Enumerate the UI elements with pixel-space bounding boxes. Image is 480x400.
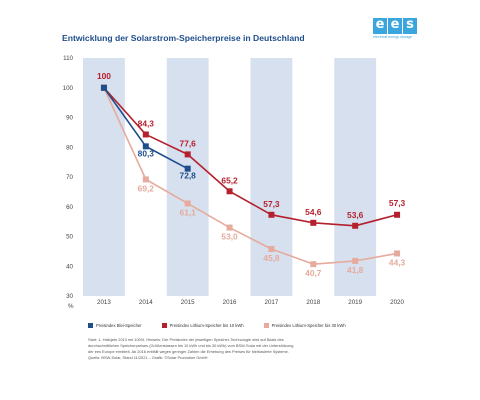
chart-title: Entwicklung der Solarstrom-Speicherpreis… xyxy=(62,33,305,43)
y-tick-label: 100 xyxy=(63,85,74,92)
data-label-li10: 57,3 xyxy=(263,199,280,209)
data-point-li10 xyxy=(184,151,191,158)
logo-letter-3: s xyxy=(403,18,417,34)
data-label-blei: 80,3 xyxy=(138,148,155,158)
data-point-li10 xyxy=(142,131,149,138)
data-point-li10 xyxy=(352,222,359,229)
x-tick-label: 2020 xyxy=(390,299,404,306)
data-label-blei: 72,8 xyxy=(180,171,197,181)
legend-label-li30: Preisindex Lithium-Speicher bis 30 kWh xyxy=(271,323,346,328)
data-label-li10: 65,2 xyxy=(221,175,238,185)
data-label-li30: 53,0 xyxy=(221,232,238,242)
data-label-li30: 41,8 xyxy=(347,265,364,275)
y-tick-label: 110 xyxy=(63,55,73,62)
logo-letter-2: e xyxy=(388,18,402,34)
x-tick-label: 2016 xyxy=(223,299,237,306)
data-point-li10 xyxy=(394,211,401,218)
chart-legend: Preisindex Blei-Speicher Preisindex Lith… xyxy=(88,323,346,328)
legend-swatch-li30 xyxy=(263,323,269,328)
y-tick-label: 80 xyxy=(66,144,73,151)
x-tick-label: 2014 xyxy=(139,299,153,306)
data-point-li30 xyxy=(352,257,359,264)
data-point-li30 xyxy=(268,245,275,252)
data-label-li10: 100 xyxy=(97,71,111,81)
year-band xyxy=(250,58,293,296)
data-label-li10: 53,6 xyxy=(347,210,364,220)
data-label-li30: 45,8 xyxy=(263,253,280,263)
y-tick-label: 40 xyxy=(66,263,73,270)
legend-item-li30: Preisindex Lithium-Speicher bis 30 kWh xyxy=(263,323,346,328)
y-tick-label: 30 xyxy=(66,293,73,300)
year-band xyxy=(334,58,377,296)
ees-logo: e e s electrical energy storage xyxy=(373,18,418,41)
data-point-li10 xyxy=(268,211,275,218)
footnote-line: Start: 1. Halbjahr 2013 mit 100%. Hinwei… xyxy=(88,337,284,342)
legend-label-li10: Preisindex Lithium-Speicher bis 10 kWh xyxy=(169,323,244,328)
y-tick-label: 70 xyxy=(66,174,73,181)
data-label-li10: 57,3 xyxy=(389,198,406,208)
series-line-li30 xyxy=(103,87,398,265)
chart-footnote: Start: 1. Halbjahr 2013 mit 100%. Hinwei… xyxy=(88,337,388,361)
x-tick-label: 2019 xyxy=(348,299,362,306)
data-point-li30 xyxy=(184,200,191,207)
x-tick-label: 2018 xyxy=(306,299,320,306)
logo-letter-1: e xyxy=(373,18,387,34)
legend-swatch-blei xyxy=(88,323,93,328)
year-band xyxy=(166,58,209,296)
data-label-li30: 40,7 xyxy=(305,268,322,278)
data-label-li10: 54,6 xyxy=(305,207,322,217)
series-line-li10 xyxy=(103,87,398,227)
legend-swatch-li10 xyxy=(161,323,167,328)
data-point-li30 xyxy=(142,176,149,183)
logo-tagline: electrical energy storage xyxy=(373,35,413,39)
legend-item-li10: Preisindex Lithium-Speicher bis 10 kWh xyxy=(161,323,244,328)
data-label-li10: 84,3 xyxy=(138,118,155,128)
y-tick-label: 60 xyxy=(66,204,73,211)
footnote-line: der ees Europe ermittelt. Ab 2016 entfäl… xyxy=(88,349,289,354)
data-label-li30: 44,3 xyxy=(389,257,406,267)
ees-logo-mark: e e s xyxy=(373,18,418,34)
legend-label-blei: Preisindex Blei-Speicher xyxy=(96,323,142,328)
y-tick-label: 90 xyxy=(66,115,73,122)
x-tick-label: 2017 xyxy=(265,299,279,306)
year-band xyxy=(83,58,125,296)
data-point-li30 xyxy=(394,250,401,257)
data-point-li30 xyxy=(310,261,317,268)
data-point-blei xyxy=(142,143,149,150)
legend-item-blei: Preisindex Blei-Speicher xyxy=(88,323,142,328)
x-tick-label: 2015 xyxy=(181,299,195,306)
data-label-li10: 77,6 xyxy=(180,138,197,148)
data-point-li30 xyxy=(226,224,233,231)
y-axis-unit: % xyxy=(68,303,74,310)
data-point-li10 xyxy=(310,219,317,226)
data-label-li30: 69,2 xyxy=(138,183,155,193)
x-tick-label: 2013 xyxy=(97,299,111,306)
data-point-li10 xyxy=(226,188,233,195)
data-point-blei xyxy=(100,84,107,91)
y-tick-label: 50 xyxy=(66,234,73,241)
footnote-line: durchschnittlichen Speicherpreises (Größ… xyxy=(88,343,294,348)
data-label-li30: 61,1 xyxy=(180,207,197,217)
data-point-blei xyxy=(184,165,191,172)
footnote-line: Quelle: BSW-Solar, Stand 11/2021 – Grafi… xyxy=(88,355,208,360)
